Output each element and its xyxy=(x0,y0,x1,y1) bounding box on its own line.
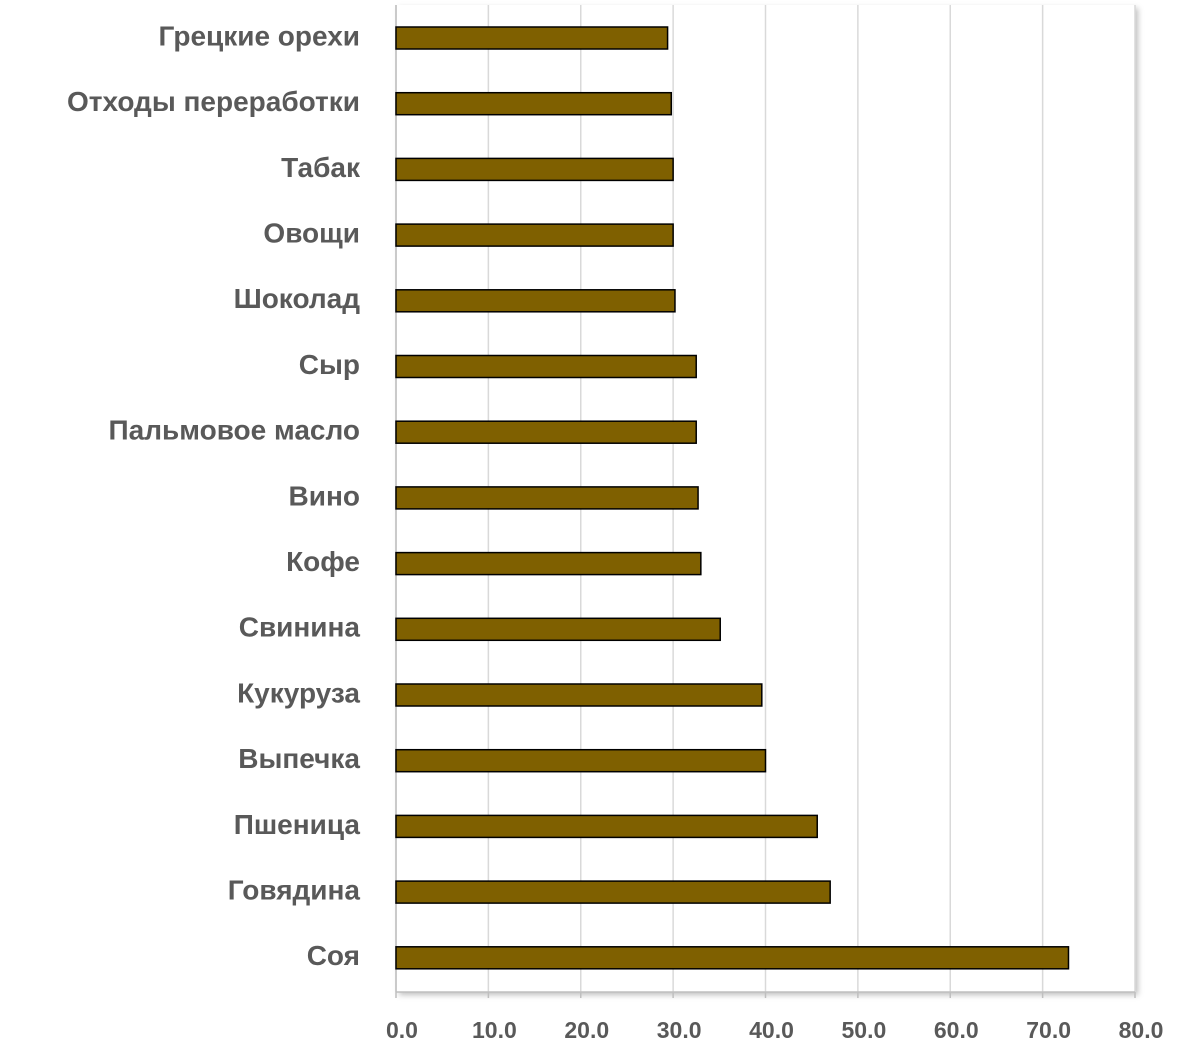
y-tick-label: Кофе xyxy=(286,546,360,577)
y-tick-label: Грецкие орехи xyxy=(159,20,360,51)
y-tick-label: Сыр xyxy=(299,349,360,380)
x-tick-label: 40.0 xyxy=(749,1017,794,1043)
y-tick-label: Говядина xyxy=(228,874,361,905)
bar xyxy=(395,420,697,444)
bar xyxy=(395,748,767,773)
y-tick-label: Соя xyxy=(307,940,360,971)
x-tick-label: 0.0 xyxy=(386,1017,418,1043)
x-tick-label: 50.0 xyxy=(841,1017,886,1043)
bar xyxy=(395,289,676,313)
bar xyxy=(395,486,699,510)
bar xyxy=(395,157,674,182)
y-tick-label: Кукуруза xyxy=(237,677,360,708)
x-tick-label: 20.0 xyxy=(564,1017,609,1043)
x-tick-label: 10.0 xyxy=(472,1017,517,1043)
bar xyxy=(395,946,1070,970)
y-tick-label: Овощи xyxy=(263,217,360,248)
x-tick-label: 70.0 xyxy=(1026,1017,1071,1043)
bar xyxy=(395,683,763,707)
bar xyxy=(395,551,702,576)
y-tick-label: Пальмовое масло xyxy=(109,415,360,446)
x-tick-label: 30.0 xyxy=(657,1017,702,1043)
y-tick-label: Выпечка xyxy=(238,743,360,774)
y-tick-label: Табак xyxy=(281,152,361,183)
bar xyxy=(395,26,669,50)
bar xyxy=(395,814,818,839)
x-tick-label: 60.0 xyxy=(934,1017,979,1043)
y-tick-label: Отходы переработки xyxy=(67,86,360,117)
bar xyxy=(395,223,674,247)
y-tick-label: Свинина xyxy=(239,612,361,643)
y-tick-label: Шоколад xyxy=(234,283,361,314)
bar xyxy=(395,617,721,642)
bar xyxy=(395,354,697,379)
bar xyxy=(395,880,831,904)
y-tick-label: Пшеница xyxy=(234,809,361,840)
y-tick-label: Вино xyxy=(289,480,360,511)
bar xyxy=(395,91,673,116)
x-tick-label: 80.0 xyxy=(1119,1017,1164,1043)
